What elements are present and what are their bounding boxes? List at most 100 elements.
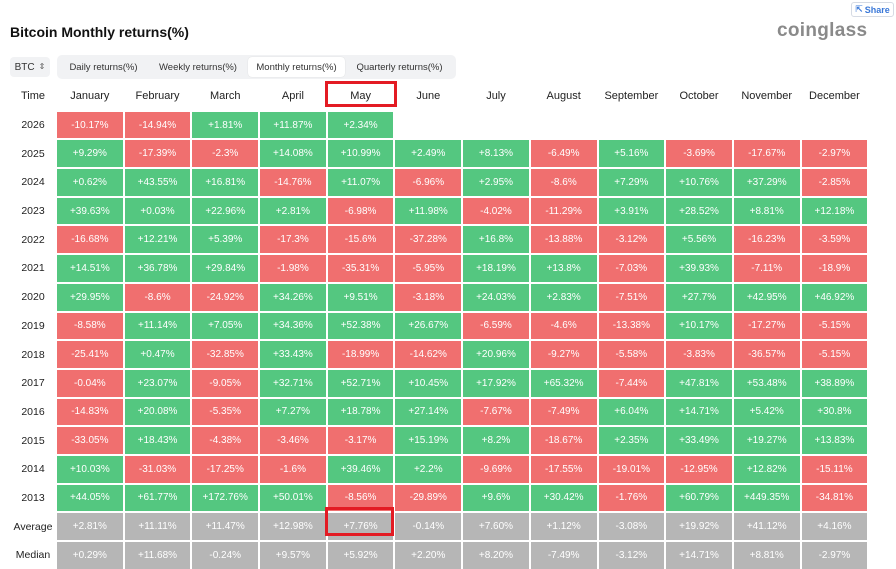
empty-cell (395, 112, 461, 139)
return-cell: +27.14% (395, 398, 462, 426)
return-cell: +52.71% (327, 369, 394, 397)
month-header-october[interactable]: October (679, 90, 719, 103)
month-header-august[interactable]: August (546, 90, 581, 103)
month-header-july[interactable]: July (486, 90, 506, 103)
share-icon: ⇱ (855, 4, 863, 14)
return-cell: -8.56% (327, 484, 394, 512)
row-label: 2021 (21, 262, 45, 275)
return-cell: +0.62% (57, 169, 123, 196)
month-header-february[interactable]: February (135, 90, 180, 103)
return-cell: +11.68% (124, 542, 191, 569)
return-cell: -7.11% (733, 255, 800, 282)
tab-quarterly-returns[interactable]: Quarterly returns(%) (356, 61, 443, 73)
returns-period-tabs: Daily returns(%) Weekly returns(%) Month… (57, 55, 456, 79)
return-cell: +0.47% (124, 341, 191, 368)
return-cell: +18.19% (463, 255, 529, 282)
month-header-may[interactable]: May (350, 90, 371, 103)
return-cell: +53.48% (733, 369, 800, 397)
return-cell: +14.71% (666, 542, 732, 569)
return-cell: -9.69% (463, 455, 529, 483)
return-cell: +32.71% (260, 369, 326, 397)
return-cell: -4.38% (192, 427, 259, 454)
return-cell: +2.95% (463, 169, 529, 196)
return-cell: +19.27% (733, 427, 800, 454)
return-cell: +11.47% (192, 513, 259, 540)
return-cell: -19.01% (598, 455, 665, 483)
return-cell: -14.76% (260, 169, 326, 196)
return-cell: +36.78% (124, 255, 191, 282)
return-cell: +2.81% (260, 197, 326, 225)
return-cell: +8.2% (463, 427, 529, 454)
tab-weekly-returns[interactable]: Weekly returns(%) (159, 61, 237, 73)
return-cell: +28.52% (666, 197, 732, 225)
return-cell: -0.24% (192, 542, 259, 569)
return-cell: +5.42% (733, 398, 800, 426)
return-cell: +8.20% (463, 542, 529, 569)
time-header: Time (20, 90, 46, 103)
tab-monthly-returns[interactable]: Monthly returns(%) (248, 57, 345, 77)
return-cell: +50.01% (260, 484, 326, 512)
return-cell: +18.78% (327, 398, 394, 426)
return-cell: +2.83% (530, 283, 597, 311)
return-cell: -5.15% (801, 341, 868, 368)
return-cell: +8.13% (463, 140, 529, 168)
return-cell: +39.93% (666, 255, 732, 282)
return-cell: +2.20% (395, 542, 462, 569)
month-header-december[interactable]: December (809, 90, 860, 103)
return-cell: -2.3% (192, 140, 259, 168)
coin-select[interactable]: BTC ⇕ (10, 57, 50, 77)
return-cell: -3.12% (598, 226, 665, 254)
row-label: 2022 (21, 233, 45, 246)
return-cell: -5.95% (395, 255, 462, 282)
month-header-november[interactable]: November (741, 90, 793, 103)
return-cell: -7.03% (598, 255, 665, 282)
return-cell: -3.17% (327, 427, 394, 454)
coin-select-value: BTC (14, 61, 35, 73)
return-cell: -14.94% (124, 111, 191, 139)
return-cell: +8.81% (733, 197, 800, 225)
return-cell: +2.81% (57, 513, 123, 540)
return-cell: +15.19% (395, 427, 462, 454)
return-cell: -0.14% (395, 513, 462, 540)
row-label: 2026 (21, 119, 45, 132)
month-header-june[interactable]: June (416, 90, 441, 103)
return-cell: +2.2% (395, 455, 462, 483)
month-header-april[interactable]: April (281, 90, 304, 103)
return-cell: +6.04% (598, 398, 665, 426)
return-cell: +9.51% (327, 283, 394, 311)
return-cell: +12.18% (801, 197, 868, 225)
return-cell: -16.68% (57, 226, 123, 254)
chevron-updown-icon: ⇕ (38, 62, 46, 71)
return-cell: +27.7% (666, 283, 732, 311)
empty-cell (734, 112, 800, 139)
return-cell: +10.03% (57, 455, 123, 483)
return-cell: +20.96% (463, 341, 529, 368)
return-cell: -7.51% (598, 283, 665, 311)
return-cell: -24.92% (192, 283, 259, 311)
return-cell: -8.58% (57, 312, 123, 340)
return-cell: +12.98% (260, 513, 326, 540)
return-cell: +7.29% (598, 169, 665, 196)
return-cell: -14.62% (395, 341, 462, 368)
return-cell: -15.11% (801, 455, 868, 483)
return-cell: -29.89% (395, 484, 462, 512)
return-cell: +13.8% (530, 255, 597, 282)
return-cell: -2.85% (801, 169, 868, 196)
share-button[interactable]: ⇱ Share (851, 2, 894, 17)
return-cell: +61.77% (124, 484, 191, 512)
return-cell: -3.12% (598, 542, 665, 569)
month-header-september[interactable]: September (604, 90, 659, 103)
return-cell: +14.71% (666, 398, 732, 426)
month-header-january[interactable]: January (70, 90, 110, 103)
return-cell: +3.91% (598, 197, 665, 225)
return-cell: +24.03% (463, 283, 529, 311)
return-cell: -9.05% (192, 369, 259, 397)
tab-daily-returns[interactable]: Daily returns(%) (69, 61, 138, 73)
row-label: 2024 (21, 176, 45, 189)
return-cell: -2.97% (801, 140, 868, 168)
month-header-march[interactable]: March (209, 90, 241, 103)
return-cell: +23.07% (124, 369, 191, 397)
return-cell: +30.8% (801, 398, 868, 426)
return-cell: -3.83% (666, 341, 732, 368)
return-cell: +11.07% (327, 169, 394, 196)
